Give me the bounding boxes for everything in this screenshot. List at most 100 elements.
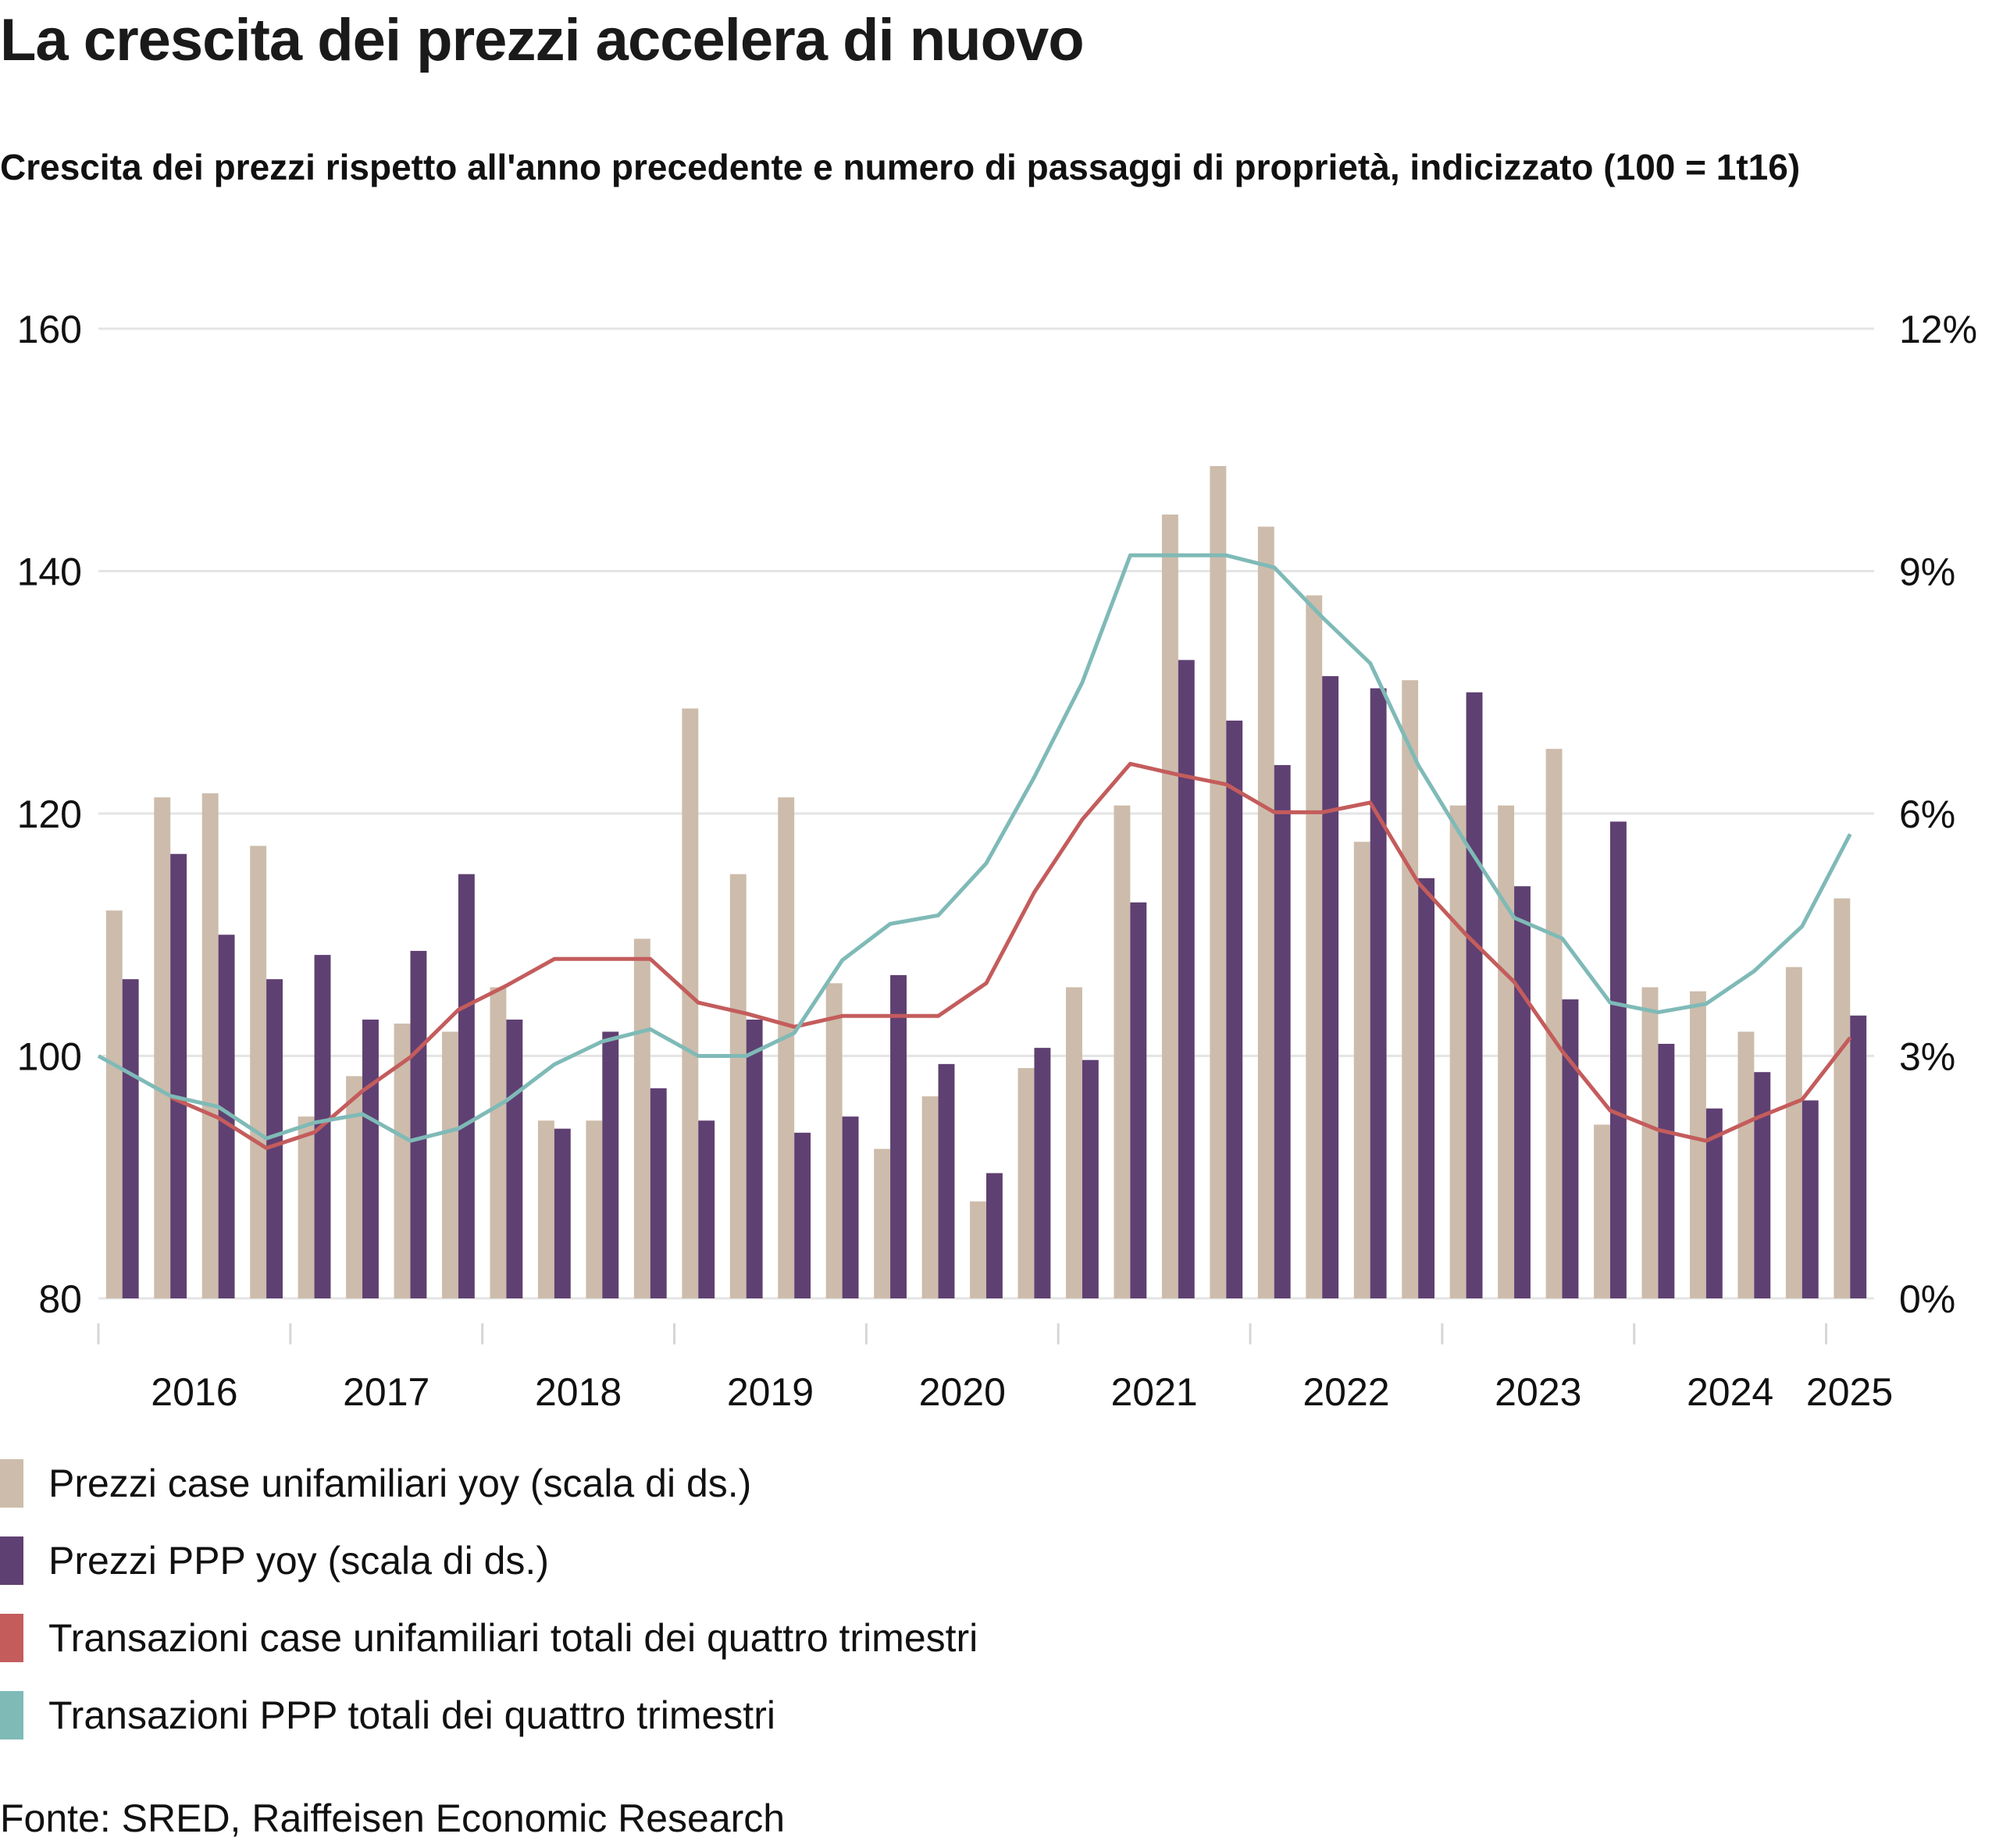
bar-house-prices [682, 708, 699, 1298]
bar-ppp-prices [602, 1031, 619, 1298]
legend-label: Prezzi PPP yoy (scala di ds.) [48, 1539, 549, 1583]
bar-ppp-prices [1802, 1100, 1819, 1298]
bar-house-prices [105, 910, 123, 1298]
bar-house-prices [1785, 967, 1802, 1298]
bar-house-prices [1498, 805, 1515, 1298]
left-axis-tick-label: 120 [17, 792, 82, 836]
bar-ppp-prices [362, 1019, 379, 1298]
bar-house-prices [1834, 898, 1851, 1298]
line-house-transactions [169, 761, 1852, 1150]
chart-plot: 80 100 120 140 160 0% 3% 6% 9% 12% 2016 2017 2018 201… [17, 308, 1978, 1414]
bar-house-prices [1545, 749, 1563, 1298]
bar-house-prices [442, 1031, 458, 1298]
left-axis-tick-label: 80 [38, 1277, 82, 1321]
right-axis-tick-label: 12% [1899, 308, 1977, 351]
bar-house-prices [1641, 987, 1659, 1298]
bar-ppp-prices [458, 874, 475, 1298]
source-note: Fonte: SRED, Raiffeisen Economic Researc… [0, 1796, 786, 1840]
bar-ppp-prices [1754, 1072, 1771, 1298]
bar-house-prices [921, 1096, 939, 1298]
chart-title: La crescita dei prezzi accelera di nuovo [0, 7, 1085, 73]
bar-ppp-prices [1370, 688, 1387, 1298]
legend-item-house-transactions: Transazioni case unifamiliari totali dei… [0, 1614, 978, 1662]
left-axis-tick-label: 100 [17, 1035, 82, 1079]
chart-subtitle: Crescita dei prezzi rispetto all'anno pr… [0, 147, 1801, 187]
line-ppp-transactions [97, 553, 1852, 1143]
bar-house-prices [1689, 991, 1706, 1298]
bar-ppp-prices [1609, 821, 1627, 1298]
bar-house-prices [1114, 805, 1131, 1298]
bar-ppp-prices [506, 1019, 523, 1298]
bar-ppp-prices [986, 1173, 1003, 1298]
bar-house-prices [1017, 1068, 1035, 1298]
bar-ppp-prices [794, 1132, 811, 1298]
legend-swatch-teal-icon [0, 1691, 23, 1739]
bar-house-prices [154, 797, 171, 1298]
x-axis-year-label: 2024 [1687, 1370, 1773, 1414]
bar-house-prices [250, 846, 267, 1298]
x-axis-year-label: 2021 [1110, 1370, 1197, 1414]
bar-ppp-prices [1705, 1108, 1723, 1298]
legend-item-ppp-prices: Prezzi PPP yoy (scala di ds.) [0, 1536, 549, 1585]
bar-ppp-prices [554, 1128, 571, 1298]
right-axis-tick-label: 6% [1899, 792, 1955, 836]
bar-ppp-prices [1082, 1059, 1099, 1298]
x-axis-year-label: 2025 [1806, 1370, 1893, 1414]
bar-house-prices [346, 1076, 363, 1298]
bar-house-prices [1257, 526, 1274, 1298]
legend-label: Prezzi case unifamiliari yoy (scala di d… [48, 1462, 752, 1505]
x-axis-year-label: 2018 [535, 1370, 622, 1414]
legend-swatch-red-icon [0, 1614, 23, 1662]
bar-house-prices [874, 1148, 891, 1298]
x-axis-year-label: 2016 [151, 1370, 237, 1414]
legend-swatch-beige-icon [0, 1459, 23, 1508]
bar-ppp-prices [1322, 676, 1339, 1298]
bar-house-prices [394, 1024, 411, 1298]
x-axis-year-label: 2019 [727, 1370, 814, 1414]
bars [105, 465, 1867, 1299]
bar-house-prices [778, 797, 795, 1298]
legend-item-house-prices: Prezzi case unifamiliari yoy (scala di d… [0, 1459, 752, 1508]
bar-house-prices [1161, 515, 1178, 1298]
bar-house-prices [298, 1116, 315, 1298]
bar-house-prices [586, 1120, 603, 1298]
bar-ppp-prices [1514, 886, 1531, 1298]
bar-house-prices [1306, 595, 1323, 1298]
bar-ppp-prices [1226, 720, 1243, 1298]
legend-label: Transazioni case unifamiliari totali dei… [48, 1616, 978, 1660]
bar-ppp-prices [890, 975, 907, 1298]
x-axis-year-label: 2017 [343, 1370, 429, 1414]
legend-swatch-purple-icon [0, 1536, 23, 1585]
bar-house-prices [970, 1201, 986, 1298]
bar-ppp-prices [842, 1116, 859, 1298]
bar-house-prices [537, 1120, 554, 1298]
bar-house-prices [825, 983, 843, 1298]
bar-ppp-prices [938, 1063, 955, 1298]
bar-ppp-prices [650, 1088, 667, 1298]
bar-ppp-prices [698, 1120, 715, 1298]
bar-house-prices [1066, 987, 1082, 1298]
bar-house-prices [1737, 1031, 1755, 1298]
bar-house-prices [490, 987, 507, 1298]
right-axis-tick-label: 3% [1899, 1035, 1955, 1079]
bar-ppp-prices [1850, 1015, 1867, 1298]
left-axis-tick-label: 160 [17, 308, 82, 351]
lines [97, 553, 1852, 1150]
axes: 80 100 120 140 160 0% 3% 6% 9% 12% 2016 2017 2018 201… [17, 308, 1978, 1414]
bar-house-prices [1594, 1124, 1610, 1298]
bar-ppp-prices [1466, 692, 1483, 1298]
left-axis-tick-label: 140 [17, 550, 82, 594]
bar-ppp-prices [1562, 999, 1579, 1298]
bar-ppp-prices [1658, 1043, 1675, 1298]
x-axis-year-label: 2020 [919, 1370, 1006, 1414]
bar-ppp-prices [266, 979, 283, 1298]
x-axis-year-label: 2022 [1303, 1370, 1389, 1414]
right-axis-tick-label: 9% [1899, 550, 1955, 594]
x-axis-year-label: 2023 [1495, 1370, 1581, 1414]
bar-ppp-prices [1130, 902, 1147, 1298]
legend-item-ppp-transactions: Transazioni PPP totali dei quattro trime… [0, 1691, 775, 1739]
right-axis-tick-label: 0% [1899, 1277, 1955, 1321]
bar-house-prices [1353, 842, 1370, 1298]
bar-ppp-prices [218, 935, 235, 1298]
bar-ppp-prices [1418, 878, 1435, 1298]
